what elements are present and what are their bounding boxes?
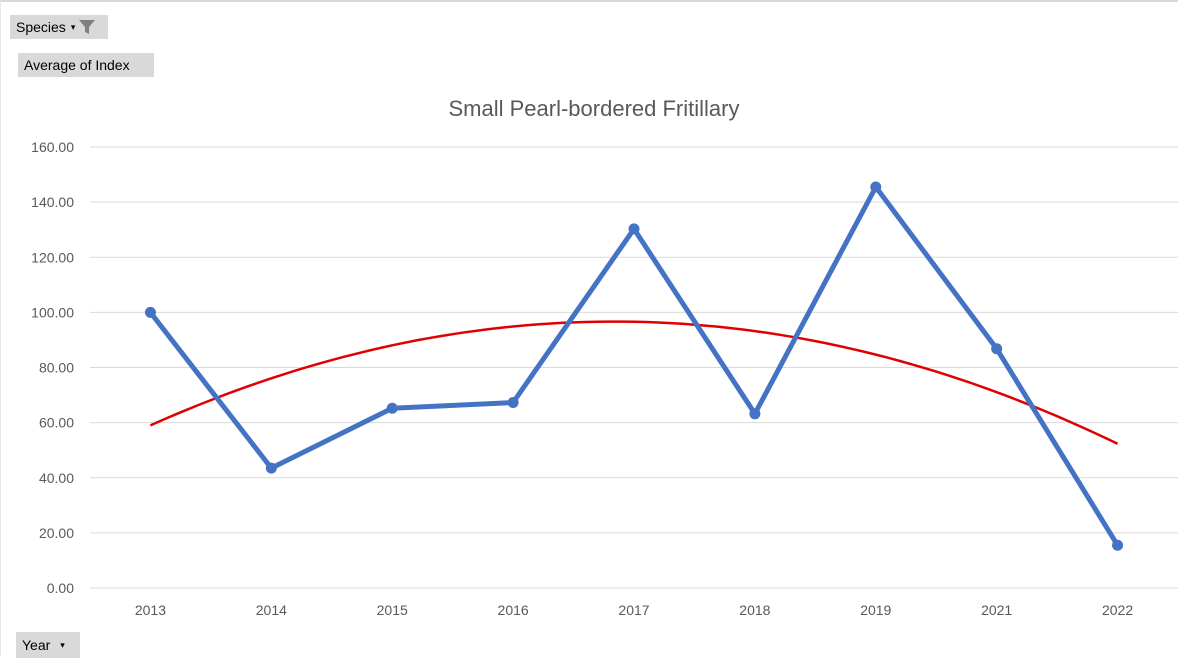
y-axis-ticks: 0.00 20.00 40.00 60.00 80.00 100.00 120.00 140.… — [31, 139, 74, 596]
chart-title: Small Pearl-bordered Fritillary — [449, 96, 740, 121]
data-point — [386, 402, 398, 414]
value-field-button[interactable]: Average of Index — [18, 53, 154, 77]
x-tick-label: 2021 — [981, 602, 1012, 618]
data-point — [870, 181, 882, 193]
data-point — [628, 223, 640, 235]
x-tick-label: 2019 — [860, 602, 891, 618]
data-point — [991, 343, 1003, 355]
year-axis-label: Year — [22, 637, 51, 653]
data-point — [144, 306, 156, 318]
y-tick-label: 60.00 — [39, 415, 74, 431]
year-axis-button[interactable]: Year ▾ — [16, 632, 80, 658]
x-tick-label: 2015 — [377, 602, 408, 618]
filter-icon — [78, 19, 96, 35]
trendline — [149, 320, 1119, 445]
y-tick-label: 0.00 — [47, 580, 74, 596]
x-tick-label: 2018 — [739, 602, 770, 618]
species-filter-label: Species — [16, 19, 66, 35]
y-tick-label: 100.00 — [31, 304, 74, 320]
x-axis-ticks: 2013 2014 2015 2016 2017 2018 2019 2021 2022 — [135, 602, 1133, 618]
data-point — [1112, 539, 1124, 551]
gridlines — [90, 146, 1178, 589]
y-tick-label: 80.00 — [39, 360, 74, 376]
y-tick-label: 20.00 — [39, 525, 74, 541]
dropdown-arrow-icon: ▾ — [60, 639, 65, 650]
dropdown-arrow-icon: ▾ — [70, 21, 76, 32]
x-tick-label: 2022 — [1102, 602, 1133, 618]
x-tick-label: 2017 — [618, 602, 649, 618]
y-tick-label: 120.00 — [31, 249, 74, 265]
trendline-layer — [149, 320, 1119, 445]
species-filter-button[interactable]: Species ▾ — [10, 15, 108, 39]
x-tick-label: 2016 — [498, 602, 529, 618]
y-tick-label: 160.00 — [31, 139, 74, 155]
data-point — [265, 462, 277, 474]
data-point — [507, 397, 519, 409]
data-point — [749, 408, 761, 420]
x-tick-label: 2013 — [135, 602, 166, 618]
y-tick-label: 40.00 — [39, 470, 74, 486]
value-field-label: Average of Index — [24, 57, 130, 73]
y-tick-label: 140.00 — [31, 194, 74, 210]
x-tick-label: 2014 — [256, 602, 287, 618]
series-line — [147, 184, 1121, 548]
series-layer — [144, 181, 1124, 551]
